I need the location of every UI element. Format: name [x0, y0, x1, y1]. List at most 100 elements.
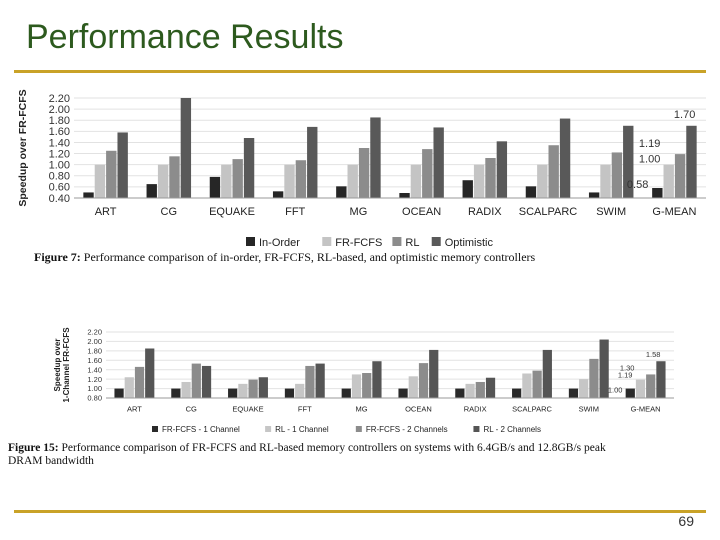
fig7-bar	[496, 141, 508, 198]
fig15-bar	[228, 388, 238, 398]
fig7-bar	[674, 154, 686, 198]
fig7-bar	[169, 156, 180, 198]
fig15-y-axis-label: Speedup over	[53, 339, 62, 392]
fig15-bar	[542, 349, 552, 398]
fig7-legend-label: Optimistic	[445, 237, 494, 249]
fig7-bar	[117, 132, 128, 198]
fig7-bar	[232, 159, 243, 198]
fig15-y-tick-label: 2.00	[87, 337, 102, 346]
fig7-data-label: 1.19	[639, 138, 660, 150]
top-divider	[14, 70, 706, 73]
fig7-bar	[307, 126, 318, 198]
fig7-bar	[611, 152, 623, 198]
fig7-bar	[83, 192, 94, 198]
fig15-y-tick-label: 0.80	[87, 394, 102, 403]
fig15-bar	[656, 361, 666, 398]
fig7-legend-swatch	[322, 237, 332, 246]
fig7-bar	[422, 149, 433, 198]
fig7-bar	[410, 164, 422, 198]
fig7-bar	[146, 184, 157, 198]
fig15-bar	[114, 388, 124, 398]
fig7-bar	[588, 192, 600, 198]
fig7-bar	[548, 145, 559, 198]
fig7-category-label: MG	[350, 206, 368, 218]
fig15-bar	[372, 361, 382, 398]
fig7-bar	[537, 164, 548, 198]
fig15-legend-label: RL - 1 Channel	[275, 425, 329, 434]
fig15-y-tick-label: 1.20	[87, 375, 102, 384]
fig15-bar	[599, 339, 609, 398]
fig7-legend-swatch	[431, 237, 441, 246]
fig7-legend-swatch	[392, 237, 402, 246]
figure-15-caption: Figure 15: Performance comparison of FR-…	[8, 442, 606, 468]
fig7-legend-label: FR-FCFS	[335, 237, 382, 249]
fig15-legend-swatch	[265, 426, 272, 432]
fig15-data-label: 1.58	[646, 350, 661, 359]
fig7-y-tick-label: 1.20	[49, 148, 70, 160]
fig15-legend-label: FR-FCFS - 2 Channels	[366, 425, 448, 434]
fig15-bar	[362, 373, 372, 398]
fig15-bar	[398, 388, 408, 398]
fig7-bar	[358, 148, 370, 198]
fig7-category-label: FFT	[285, 206, 305, 218]
fig7-bar	[652, 188, 663, 198]
figure-7-caption-text: Performance comparison of in-order, FR-F…	[83, 250, 536, 264]
figure-15-svg: 2.202.001.801.601.401.201.000.80Speedup …	[53, 327, 674, 434]
fig7-legend-label: In-Order	[259, 237, 300, 249]
fig15-bar	[646, 374, 656, 398]
fig15-category-label: FFT	[298, 405, 312, 414]
fig15-bar	[589, 358, 599, 398]
fig7-bar	[600, 164, 611, 198]
fig15-bar	[124, 377, 134, 398]
fig15-data-label: 1.00	[608, 386, 623, 395]
page-number: 69	[678, 513, 694, 529]
fig7-y-tick-label: 1.60	[49, 126, 70, 138]
fig7-y-tick-label: 2.20	[49, 93, 70, 105]
fig15-bar	[341, 388, 351, 398]
fig7-category-label: G-MEAN	[652, 206, 696, 218]
fig15-y-tick-label: 1.00	[87, 384, 102, 393]
slide-title: Performance Results	[26, 18, 344, 56]
fig7-data-label: 1.70	[674, 109, 695, 121]
fig7-bar	[473, 164, 485, 198]
fig15-bar	[145, 348, 155, 398]
figure-15-caption-label: Figure 15:	[8, 442, 59, 454]
fig7-bar	[623, 125, 634, 198]
fig15-bar	[532, 370, 542, 398]
fig15-y-axis-label: 1-Channel FR-FCFS	[62, 327, 71, 403]
fig15-bar	[475, 381, 485, 398]
fig7-data-label: 1.00	[639, 154, 660, 166]
fig7-bar	[295, 160, 307, 198]
fig15-category-label: SWIM	[579, 405, 599, 414]
fig15-category-label: SCALPARC	[512, 405, 552, 414]
fig15-bar	[305, 365, 315, 398]
fig7-bar	[663, 164, 674, 198]
figure-7-caption-label: Figure 7:	[34, 250, 81, 264]
figure-15-chart: 2.20 2.00 1.80 1.60 1.40 1.20 1.00 0.80 Speedup …	[34, 320, 694, 466]
fig15-bar	[635, 379, 646, 398]
fig7-bar	[221, 164, 232, 198]
fig15-legend-label: FR-FCFS - 1 Channel	[162, 425, 240, 434]
fig7-y-tick-label: 1.80	[49, 115, 70, 127]
fig15-bar	[418, 363, 429, 398]
figure-15-caption-text: Performance comparison of FR-FCFS and RL…	[61, 442, 606, 454]
fig7-y-tick-label: 0.80	[49, 171, 70, 183]
fig15-legend-swatch	[152, 426, 158, 432]
fig7-bar	[525, 186, 537, 198]
fig7-bar	[272, 191, 284, 198]
fig7-bar	[180, 98, 192, 198]
fig15-bar	[181, 381, 191, 398]
fig15-y-tick-label: 1.80	[87, 346, 102, 355]
fig7-bar	[485, 158, 496, 198]
fig15-bar	[351, 374, 362, 398]
fig7-bar	[462, 180, 473, 198]
fig15-bar	[191, 363, 201, 398]
fig7-category-label: RADIX	[468, 206, 502, 218]
fig15-bar	[258, 377, 268, 398]
fig15-y-tick-label: 2.20	[87, 328, 102, 337]
fig7-legend-label: RL	[405, 237, 419, 249]
fig7-y-tick-label: 2.00	[49, 104, 70, 116]
figure-7-chart: 2.20 2.00 1.80 1.60 1.40 1.20 1.00 0.80 0.60 0.40…	[14, 86, 714, 262]
fig7-bar	[284, 164, 295, 198]
figure-7-svg: 2.202.001.801.601.401.201.000.800.600.40…	[17, 89, 706, 249]
